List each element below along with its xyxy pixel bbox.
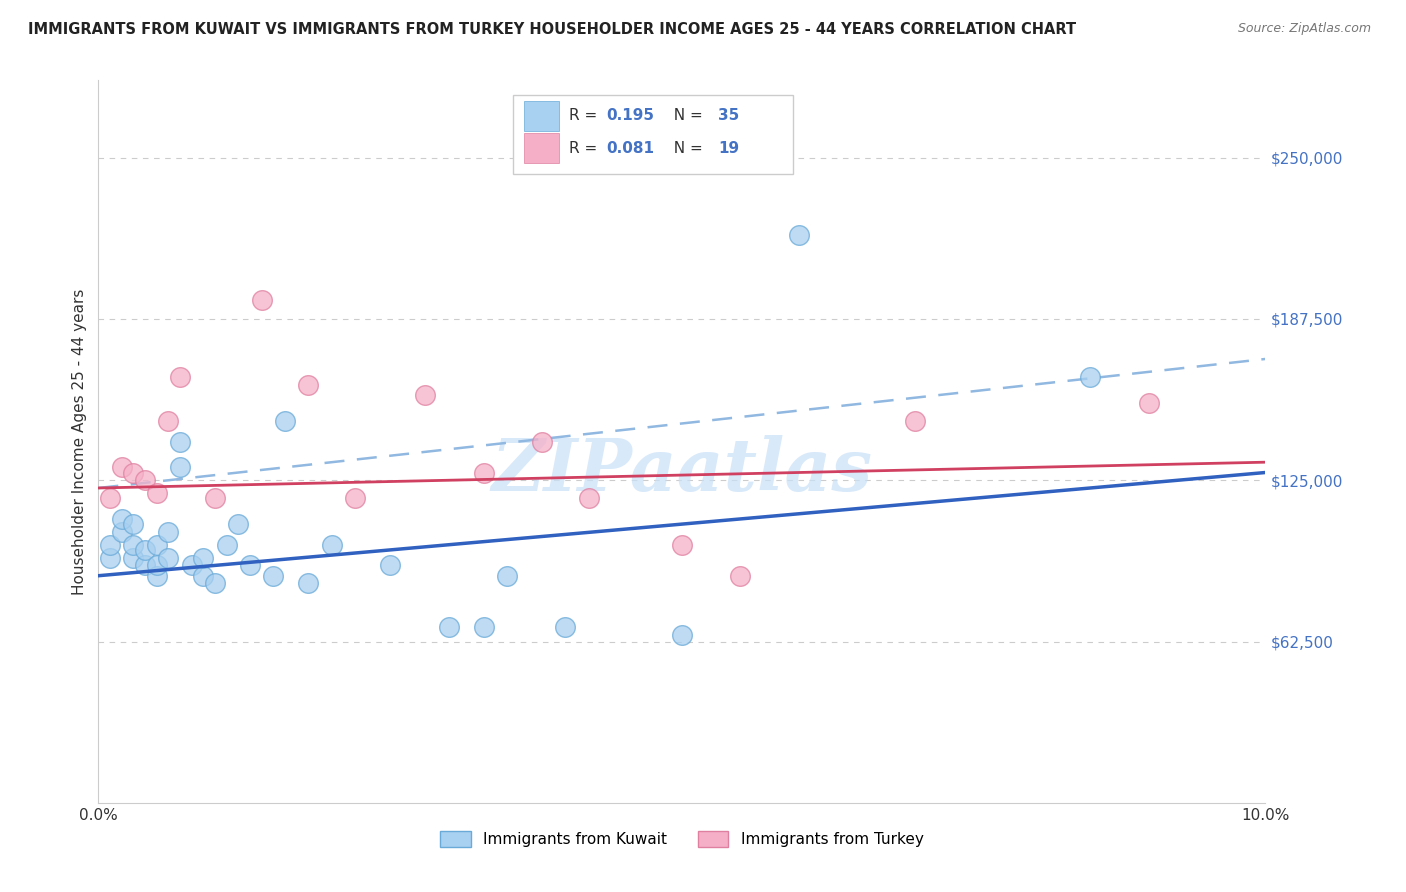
Point xyxy=(157,414,180,428)
Point xyxy=(193,550,215,565)
Point xyxy=(193,568,215,582)
Point xyxy=(146,568,169,582)
Point xyxy=(321,538,343,552)
Text: N =: N = xyxy=(665,141,709,156)
Point xyxy=(111,512,134,526)
Point xyxy=(297,377,319,392)
FancyBboxPatch shape xyxy=(524,101,560,131)
Point xyxy=(344,491,367,506)
Point xyxy=(169,434,191,449)
Point xyxy=(111,524,134,539)
Point xyxy=(437,620,460,634)
Text: R =: R = xyxy=(568,141,602,156)
Point xyxy=(122,538,145,552)
Text: 0.195: 0.195 xyxy=(606,108,654,123)
Point xyxy=(180,558,202,573)
Point xyxy=(215,538,238,552)
Y-axis label: Householder Income Ages 25 - 44 years: Householder Income Ages 25 - 44 years xyxy=(72,288,87,595)
Point xyxy=(146,558,169,573)
Point xyxy=(671,628,693,642)
Text: Source: ZipAtlas.com: Source: ZipAtlas.com xyxy=(1237,22,1371,36)
Text: N =: N = xyxy=(665,108,709,123)
Point xyxy=(554,620,576,634)
Point xyxy=(146,486,169,500)
Point xyxy=(496,568,519,582)
Point xyxy=(904,414,927,428)
FancyBboxPatch shape xyxy=(524,133,560,163)
Point xyxy=(472,620,495,634)
Point xyxy=(239,558,262,573)
Point xyxy=(297,576,319,591)
Text: 19: 19 xyxy=(718,141,740,156)
Point xyxy=(122,550,145,565)
Text: ZIPaatlas: ZIPaatlas xyxy=(492,435,872,506)
Point xyxy=(146,538,169,552)
Point xyxy=(472,466,495,480)
Point xyxy=(134,542,156,557)
Point xyxy=(204,576,226,591)
Point xyxy=(169,370,191,384)
Point xyxy=(134,473,156,487)
Point xyxy=(578,491,600,506)
Point xyxy=(157,524,180,539)
Text: R =: R = xyxy=(568,108,602,123)
Point xyxy=(204,491,226,506)
Point xyxy=(111,460,134,475)
Point xyxy=(98,538,121,552)
Point xyxy=(671,538,693,552)
Point xyxy=(530,434,553,449)
Point xyxy=(413,388,436,402)
Point xyxy=(262,568,284,582)
Text: IMMIGRANTS FROM KUWAIT VS IMMIGRANTS FROM TURKEY HOUSEHOLDER INCOME AGES 25 - 44: IMMIGRANTS FROM KUWAIT VS IMMIGRANTS FRO… xyxy=(28,22,1076,37)
Legend: Immigrants from Kuwait, Immigrants from Turkey: Immigrants from Kuwait, Immigrants from … xyxy=(434,825,929,853)
Point xyxy=(98,491,121,506)
Point xyxy=(380,558,402,573)
Text: 0.081: 0.081 xyxy=(606,141,654,156)
Point xyxy=(122,466,145,480)
Point xyxy=(122,517,145,532)
Point xyxy=(1137,396,1160,410)
Point xyxy=(250,293,273,307)
Text: 35: 35 xyxy=(718,108,740,123)
Point xyxy=(169,460,191,475)
Point xyxy=(228,517,250,532)
FancyBboxPatch shape xyxy=(513,95,793,174)
Point xyxy=(157,550,180,565)
Point xyxy=(98,550,121,565)
Point xyxy=(1080,370,1102,384)
Point xyxy=(787,228,810,243)
Point xyxy=(274,414,297,428)
Point xyxy=(730,568,752,582)
Point xyxy=(134,558,156,573)
